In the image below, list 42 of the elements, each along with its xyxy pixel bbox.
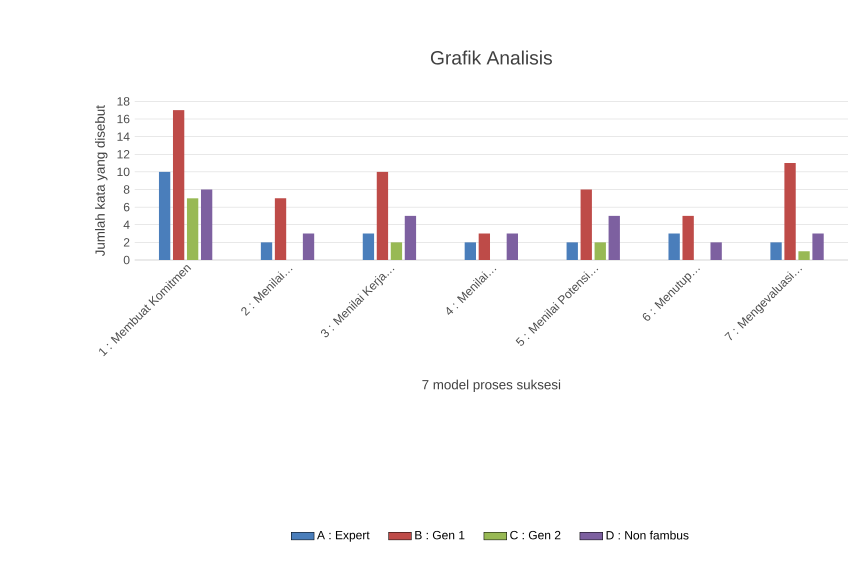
bar — [186, 198, 198, 260]
bar — [464, 242, 476, 260]
bar — [260, 242, 272, 260]
bar — [608, 216, 620, 260]
bar — [274, 198, 286, 260]
bar — [580, 189, 592, 260]
bar — [710, 242, 722, 260]
bar — [798, 251, 810, 260]
y-tick-label: 16 — [118, 114, 130, 124]
bar — [506, 234, 518, 260]
bar — [682, 216, 694, 260]
bar — [376, 172, 388, 260]
y-tick-label: 10 — [118, 168, 130, 176]
bar — [594, 242, 606, 260]
y-tick-label: 14 — [118, 132, 130, 141]
bar — [362, 234, 374, 260]
legend-label: A : Expert — [317, 530, 370, 542]
y-tick-label: 2 — [124, 238, 130, 247]
x-axis-title: 7 model proses suksesi — [422, 380, 560, 392]
bar — [158, 172, 170, 260]
bar — [784, 163, 796, 260]
bar — [302, 234, 314, 260]
legend-label: D : Non fambus — [606, 530, 689, 540]
bar — [172, 110, 184, 260]
bar — [566, 242, 578, 260]
y-tick-label: 8 — [124, 185, 130, 194]
bar — [770, 242, 782, 260]
y-tick-label: 18 — [118, 97, 130, 106]
legend-label: B : Gen 1 — [415, 530, 464, 540]
chart-title: Grafik Analisis — [430, 50, 552, 65]
bar — [404, 216, 416, 260]
y-tick-label: 0 — [124, 256, 130, 264]
y-axis-title: Jumlah kata yang disebut — [95, 105, 108, 256]
y-tick-label: 6 — [124, 202, 130, 212]
y-tick-label: 12 — [118, 150, 130, 158]
bar — [200, 189, 212, 260]
bar — [668, 234, 680, 260]
y-tick-label: 4 — [124, 220, 130, 229]
bar — [812, 234, 824, 260]
bar — [390, 242, 402, 260]
bar — [478, 234, 490, 260]
legend-label: C : Gen 2 — [510, 530, 560, 540]
